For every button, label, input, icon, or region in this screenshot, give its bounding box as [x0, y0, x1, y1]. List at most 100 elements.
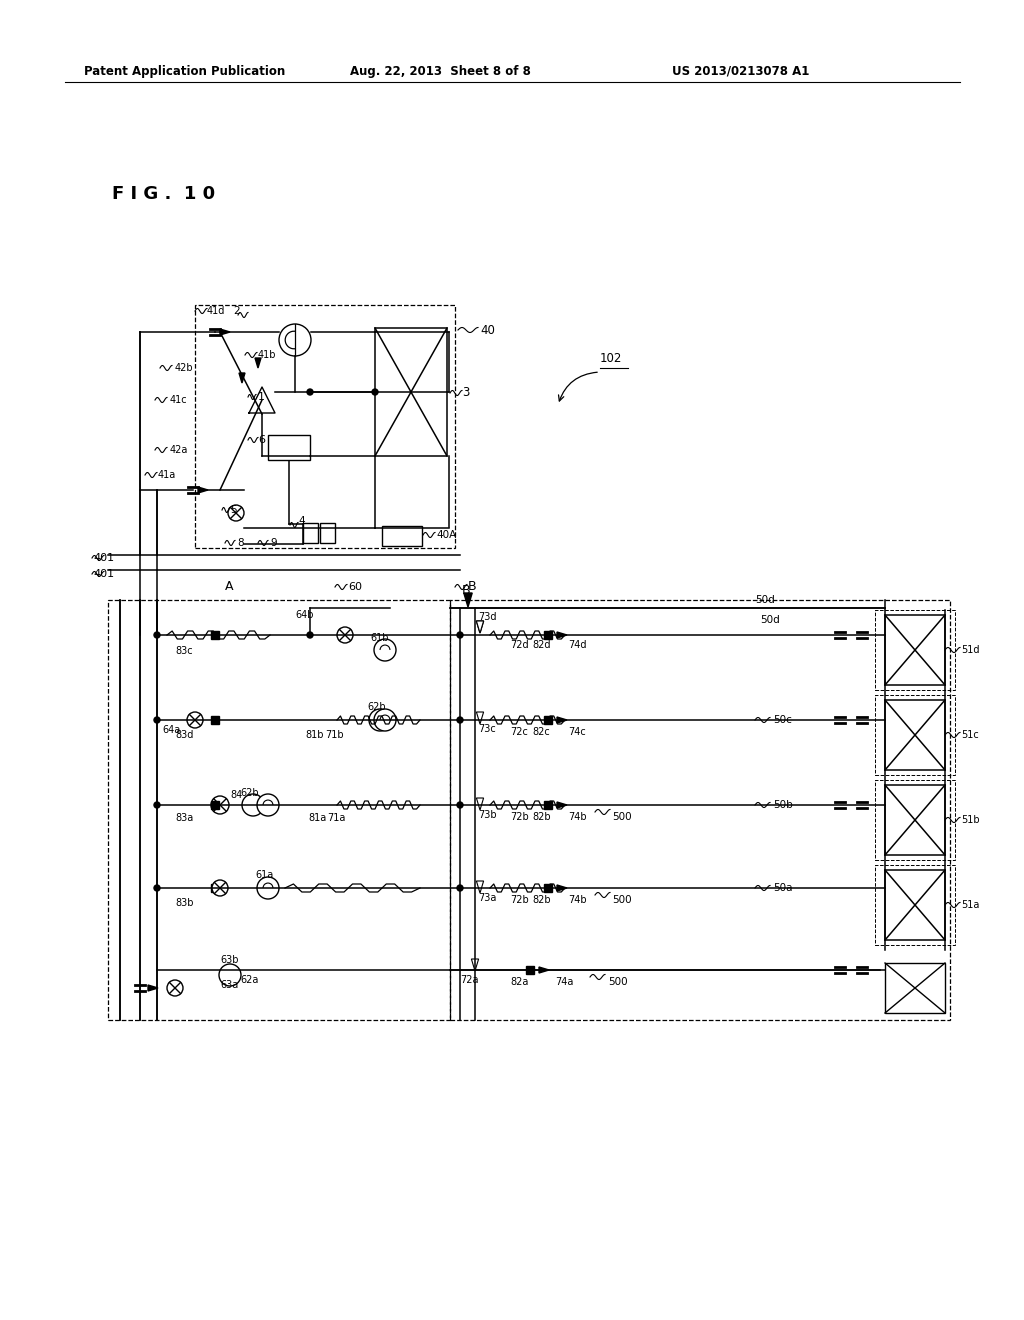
Polygon shape — [211, 715, 219, 723]
Text: 50d: 50d — [755, 595, 775, 605]
Text: 50c: 50c — [773, 715, 792, 725]
Text: 61a: 61a — [255, 870, 273, 880]
Circle shape — [167, 979, 183, 997]
Text: 71b: 71b — [325, 730, 344, 741]
Circle shape — [307, 632, 313, 638]
Circle shape — [457, 803, 463, 808]
Circle shape — [307, 389, 313, 395]
Polygon shape — [557, 884, 567, 891]
Bar — [319, 523, 335, 543]
Bar — [885, 964, 945, 1012]
Circle shape — [219, 964, 241, 986]
Text: 73b: 73b — [478, 810, 497, 820]
Text: 74a: 74a — [555, 977, 573, 987]
Text: 74d: 74d — [568, 640, 587, 649]
Polygon shape — [255, 358, 261, 368]
Text: 72d: 72d — [510, 640, 528, 649]
Polygon shape — [476, 880, 483, 894]
Text: 41d: 41d — [207, 306, 225, 315]
Bar — [885, 700, 945, 770]
Polygon shape — [557, 717, 567, 723]
Circle shape — [211, 796, 229, 814]
Circle shape — [369, 709, 391, 731]
Text: 5: 5 — [230, 506, 237, 515]
Bar — [885, 870, 945, 940]
Circle shape — [374, 639, 396, 661]
Bar — [874, 865, 955, 945]
Polygon shape — [471, 960, 478, 972]
Text: 62b: 62b — [240, 788, 259, 799]
Text: 82c: 82c — [532, 727, 550, 737]
Bar — [268, 436, 310, 459]
Text: 62b: 62b — [367, 702, 386, 711]
Polygon shape — [557, 632, 567, 638]
Text: 40A: 40A — [436, 531, 457, 540]
Text: 64a: 64a — [162, 725, 180, 735]
Circle shape — [154, 632, 160, 638]
Polygon shape — [544, 884, 552, 892]
Polygon shape — [198, 487, 208, 492]
Text: 82d: 82d — [532, 640, 551, 649]
Polygon shape — [211, 631, 219, 639]
Circle shape — [212, 880, 228, 896]
Circle shape — [279, 323, 311, 356]
Text: B: B — [462, 583, 471, 597]
Bar — [195, 305, 455, 548]
Bar — [874, 696, 955, 775]
Text: 74c: 74c — [568, 727, 586, 737]
Text: 102: 102 — [600, 351, 623, 364]
Bar — [303, 523, 318, 543]
Text: 50d: 50d — [760, 615, 779, 624]
Text: 401: 401 — [93, 553, 114, 564]
Circle shape — [457, 632, 463, 638]
Text: B: B — [468, 581, 476, 594]
Text: 41a: 41a — [158, 470, 176, 480]
Text: 73c: 73c — [478, 723, 496, 734]
Circle shape — [372, 389, 378, 395]
Text: 73a: 73a — [478, 894, 497, 903]
Text: 51b: 51b — [961, 814, 980, 825]
Text: 500: 500 — [612, 895, 632, 906]
Circle shape — [228, 506, 244, 521]
Text: 72b: 72b — [510, 812, 528, 822]
Text: Aug. 22, 2013  Sheet 8 of 8: Aug. 22, 2013 Sheet 8 of 8 — [350, 65, 530, 78]
Polygon shape — [148, 985, 158, 991]
Circle shape — [457, 884, 463, 891]
Text: 74b: 74b — [568, 895, 587, 906]
Polygon shape — [211, 801, 219, 809]
Polygon shape — [476, 711, 483, 723]
Text: 51c: 51c — [961, 730, 979, 741]
Polygon shape — [544, 631, 552, 639]
Text: 3: 3 — [462, 387, 469, 400]
Polygon shape — [544, 715, 552, 723]
Text: F I G .  1 0: F I G . 1 0 — [112, 185, 215, 203]
Text: 2: 2 — [233, 306, 240, 315]
Text: 51d: 51d — [961, 645, 980, 655]
Text: 64b: 64b — [295, 610, 313, 620]
Circle shape — [457, 717, 463, 723]
Circle shape — [337, 627, 353, 643]
Text: 6: 6 — [258, 436, 265, 445]
Polygon shape — [476, 620, 483, 634]
Bar — [108, 601, 450, 1020]
Text: 82b: 82b — [532, 895, 551, 906]
Text: 72a: 72a — [460, 975, 478, 985]
Text: 72c: 72c — [510, 727, 528, 737]
Text: 41c: 41c — [170, 395, 187, 405]
Text: 50a: 50a — [773, 883, 793, 894]
Bar — [885, 615, 945, 685]
Circle shape — [154, 884, 160, 891]
Bar — [885, 785, 945, 855]
Text: 51a: 51a — [961, 900, 979, 909]
Bar — [874, 780, 955, 861]
Text: 42a: 42a — [170, 445, 188, 455]
Text: 82b: 82b — [532, 812, 551, 822]
Text: 40: 40 — [480, 323, 495, 337]
Text: US 2013/0213078 A1: US 2013/0213078 A1 — [672, 65, 809, 78]
Bar — [382, 525, 422, 546]
Bar — [375, 327, 447, 455]
Text: 4: 4 — [298, 516, 304, 525]
Text: 1: 1 — [258, 392, 265, 403]
Polygon shape — [476, 620, 483, 634]
Bar — [874, 610, 955, 690]
